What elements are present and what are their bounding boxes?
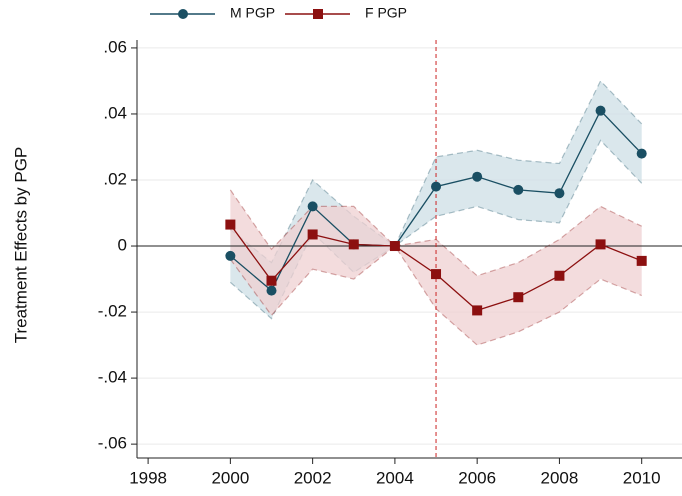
legend-label: M PGP [230,5,275,21]
x-tick-label: 2002 [294,468,332,487]
x-tick-label: 2000 [211,468,249,487]
marker [389,241,400,252]
marker [307,201,318,212]
marker [307,229,318,240]
y-tick-label: .06 [103,37,127,56]
y-tick-label: -.04 [98,368,127,387]
x-tick-label: 2008 [541,468,579,487]
legend-label: F PGP [365,5,407,21]
marker [513,292,524,303]
y-tick-label: .02 [103,169,127,188]
y-tick-label: -.06 [98,434,127,453]
x-tick-label: 1998 [129,468,167,487]
marker [266,285,277,296]
marker [554,270,565,281]
marker [636,255,647,266]
marker [513,184,524,195]
ci-edge [229,79,643,264]
marker [431,181,442,192]
x-tick-label: 2010 [623,468,661,487]
marker [225,250,236,261]
ci-edge [229,139,643,320]
marker [636,148,647,159]
x-tick-label: 2006 [458,468,496,487]
marker [266,275,277,286]
marker [472,171,483,182]
y-tick-label: 0 [118,236,127,255]
marker [472,305,483,316]
marker [595,105,606,116]
x-tick-label: 2004 [376,468,414,487]
marker [595,239,606,250]
y-axis-label: Treatment Effects by PGP [11,147,30,344]
marker [225,219,236,230]
marker [431,269,442,280]
y-tick-label: -.02 [98,302,127,321]
ci-band [230,80,642,319]
legend-marker [313,9,323,19]
marker [348,239,359,250]
marker [554,188,565,199]
y-tick-label: .04 [103,103,127,122]
legend-marker [178,9,188,19]
